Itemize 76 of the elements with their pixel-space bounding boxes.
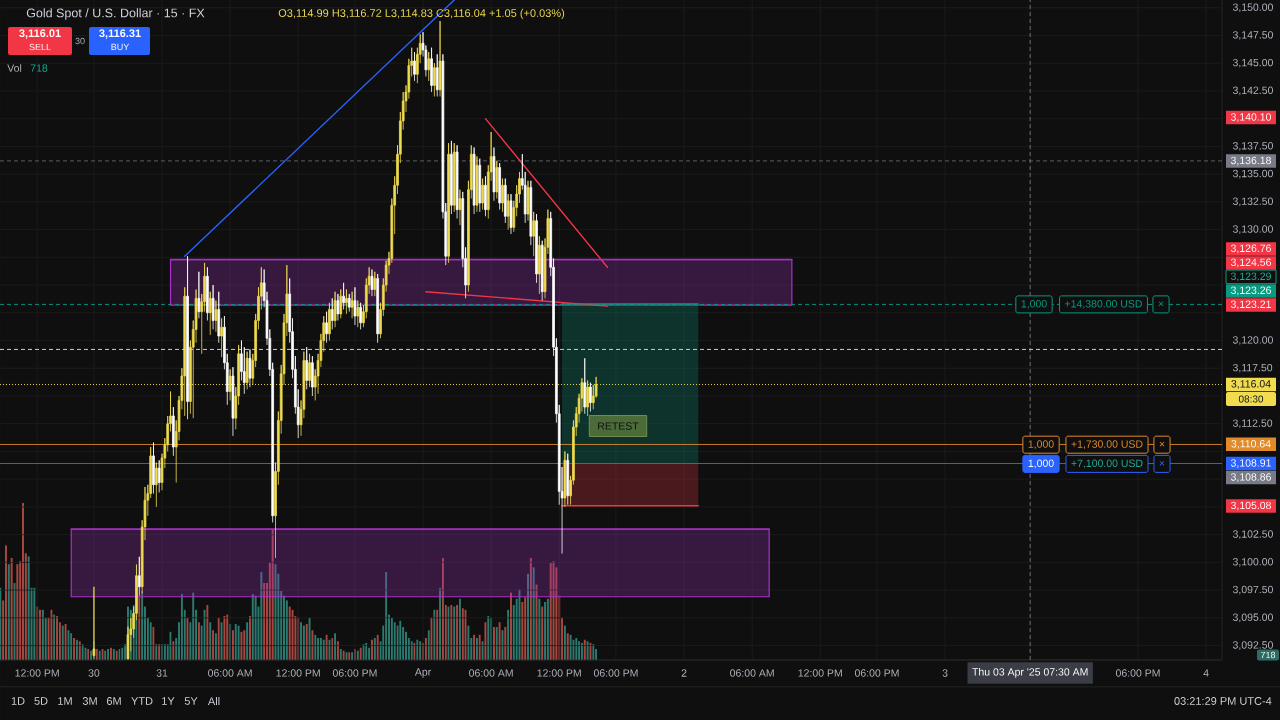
text: 5D xyxy=(34,697,48,705)
annotation: RETEST xyxy=(598,422,639,430)
y-tick-label: 3,130.00 xyxy=(1232,225,1273,234)
x-tick-label: 06:00 PM xyxy=(854,669,899,677)
text: 3,105.08 xyxy=(1230,501,1271,511)
ref-line-label: 3,136.18 xyxy=(1230,156,1271,166)
y-tick-label: 3,150.00 xyxy=(1232,3,1273,13)
x-tick-label: Apr xyxy=(414,668,432,678)
x-tick-label: 06:00 PM xyxy=(593,669,638,677)
text: YTD xyxy=(131,697,153,705)
text: 1D xyxy=(11,697,25,705)
text: 08:30 xyxy=(1238,395,1264,403)
annotation: +7,100.00 USD xyxy=(1071,459,1143,469)
x-tick-label: 12:00 PM xyxy=(15,669,59,677)
text: 3M xyxy=(82,697,97,705)
annotation: +1,730.00 USD xyxy=(1071,440,1143,450)
x-tick-label: 4 xyxy=(1203,669,1209,677)
annotation: × xyxy=(1159,460,1165,466)
y-tick-label: 3,102.50 xyxy=(1232,530,1273,539)
text: 3,126.76 xyxy=(1230,244,1271,254)
annotation: 1,000 xyxy=(1028,459,1054,469)
y-tick-label: 3,100.00 xyxy=(1232,558,1273,567)
y-tick-label: 3,112.50 xyxy=(1232,419,1273,429)
text: 3,124.56 xyxy=(1230,258,1271,268)
ref-line-label: 3,110.64 xyxy=(1231,440,1271,449)
y-tick-label: 3,117.50 xyxy=(1232,363,1273,373)
annotation: 718 xyxy=(30,64,48,72)
annotation: 1,000 xyxy=(1028,440,1054,450)
text: 718 xyxy=(1260,651,1276,659)
text: 1M xyxy=(58,697,72,705)
annotation: 3,116.01 xyxy=(19,29,61,39)
text: 3,123.21 xyxy=(1230,300,1271,310)
y-tick-label: 3,092.50 xyxy=(1232,641,1273,650)
x-tick-label: 06:00 PM xyxy=(332,669,377,677)
x-tick-label: 06:00 AM xyxy=(469,669,513,677)
annotation: BUY xyxy=(111,43,130,51)
y-tick-label: 3,147.50 xyxy=(1232,31,1273,40)
y-tick-label: 3,142.50 xyxy=(1232,86,1273,96)
text: 3,123.29 xyxy=(1230,272,1271,282)
annotation: 1,000 xyxy=(1021,300,1047,309)
annotation: SELL xyxy=(29,43,51,51)
ref-line-label: 3,108.91 xyxy=(1230,459,1271,468)
x-tick-label: 06:00 PM xyxy=(1115,669,1160,677)
text: Gold Spot / U.S. Dollar · 15 · FX xyxy=(26,8,205,20)
text: All xyxy=(207,697,220,705)
text: 3,140.10 xyxy=(1230,113,1272,122)
x-tick-label: 2 xyxy=(681,669,687,677)
x-tick-label: 06:00 AM xyxy=(208,669,252,677)
text: 03:21:29 PM UTC-4 xyxy=(1174,697,1272,705)
y-tick-label: 3,120.00 xyxy=(1232,336,1273,345)
text: 1Y xyxy=(162,697,175,705)
x-tick-label: 12:00 PM xyxy=(276,669,320,677)
x-tick-label: 12:00 PM xyxy=(537,669,581,677)
x-tick-label: 30 xyxy=(88,669,100,677)
legend-label: 3,123.26 xyxy=(1230,286,1271,296)
x-tick-label: Thu 03 Apr '25 07:30 AM xyxy=(972,667,1088,678)
annotation: × xyxy=(1159,441,1165,447)
text: 5Y xyxy=(184,697,198,705)
ref-line-label: 3,116.04 xyxy=(1231,380,1271,389)
text: 3,108.86 xyxy=(1230,473,1271,482)
annotation: +14,380.00 USD xyxy=(1065,300,1142,309)
x-tick-label: 12:00 PM xyxy=(798,669,842,677)
x-tick-label: 31 xyxy=(156,669,168,677)
y-tick-label: 3,132.50 xyxy=(1232,197,1273,207)
annotation: Vol xyxy=(7,64,22,72)
x-tick-label: 06:00 AM xyxy=(730,669,774,677)
y-tick-label: 3,145.00 xyxy=(1232,58,1273,68)
y-tick-label: 3,137.50 xyxy=(1232,142,1273,151)
y-tick-label: 3,097.50 xyxy=(1232,585,1273,595)
text: 6M xyxy=(106,697,121,705)
annotation: 3,116.31 xyxy=(99,29,141,39)
y-tick-label: 3,135.00 xyxy=(1232,169,1273,179)
x-tick-label: 3 xyxy=(942,669,948,677)
y-tick-label: 3,095.00 xyxy=(1232,613,1273,623)
annotation: 30 xyxy=(75,37,85,45)
annotation: × xyxy=(1158,301,1164,307)
